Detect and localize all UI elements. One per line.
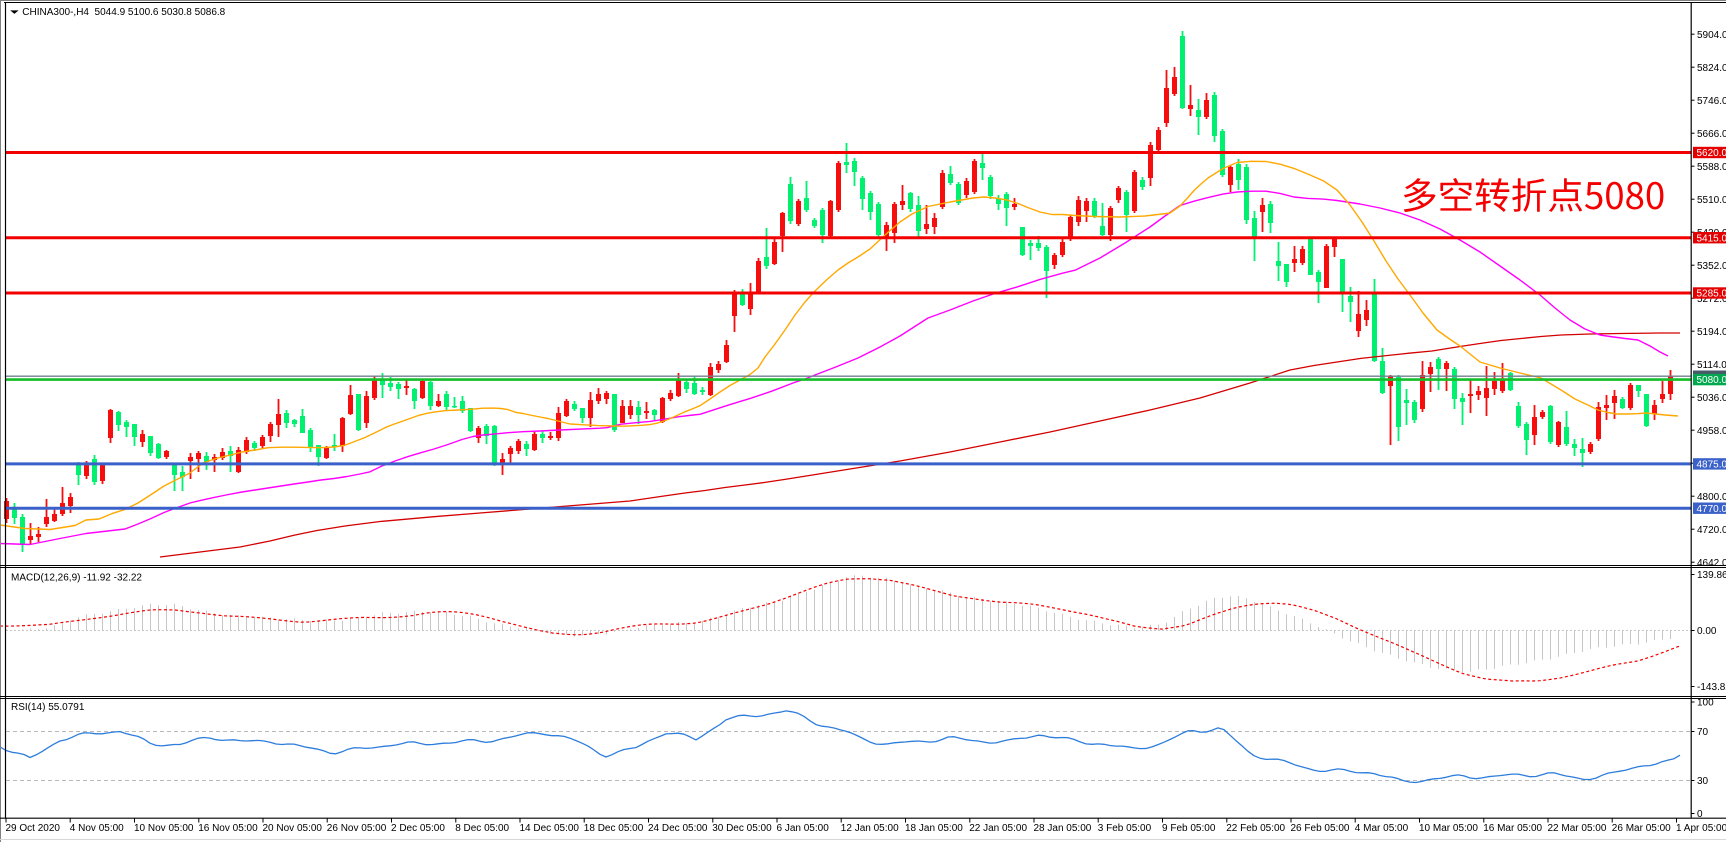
svg-text:16 Nov 05:00: 16 Nov 05:00 xyxy=(198,823,258,834)
svg-text:18 Jan 05:00: 18 Jan 05:00 xyxy=(905,823,963,834)
svg-text:22 Mar 05:00: 22 Mar 05:00 xyxy=(1548,823,1607,834)
svg-text:4875.0: 4875.0 xyxy=(1697,460,1726,471)
svg-text:5272.0: 5272.0 xyxy=(1697,294,1726,305)
svg-text:28 Jan 05:00: 28 Jan 05:00 xyxy=(1034,823,1092,834)
svg-text:26 Mar 05:00: 26 Mar 05:00 xyxy=(1612,823,1671,834)
svg-text:RSI(14) 55.0791: RSI(14) 55.0791 xyxy=(11,702,85,713)
svg-text:5666.0: 5666.0 xyxy=(1697,129,1726,140)
svg-text:139.86: 139.86 xyxy=(1697,570,1726,581)
svg-text:8 Dec 05:00: 8 Dec 05:00 xyxy=(455,823,509,834)
svg-text:MACD(12,26,9) -11.92 -32.22: MACD(12,26,9) -11.92 -32.22 xyxy=(11,573,142,584)
svg-text:18 Dec 05:00: 18 Dec 05:00 xyxy=(584,823,644,834)
svg-text:4800.0: 4800.0 xyxy=(1697,492,1726,503)
svg-text:5415.0: 5415.0 xyxy=(1697,233,1726,244)
svg-text:5746.0: 5746.0 xyxy=(1697,96,1726,107)
svg-text:20 Nov 05:00: 20 Nov 05:00 xyxy=(263,823,323,834)
svg-text:4 Nov 05:00: 4 Nov 05:00 xyxy=(70,823,124,834)
svg-text:4770.0: 4770.0 xyxy=(1697,504,1726,515)
svg-text:4958.0: 4958.0 xyxy=(1697,426,1726,437)
svg-text:4642.0: 4642.0 xyxy=(1697,558,1726,569)
svg-text:70: 70 xyxy=(1697,727,1709,738)
svg-text:16 Mar 05:00: 16 Mar 05:00 xyxy=(1483,823,1542,834)
svg-text:3 Feb 05:00: 3 Feb 05:00 xyxy=(1098,823,1152,834)
svg-text:1 Apr 05:00: 1 Apr 05:00 xyxy=(1676,823,1726,834)
svg-text:5285.0: 5285.0 xyxy=(1697,289,1726,300)
svg-text:10 Mar 05:00: 10 Mar 05:00 xyxy=(1419,823,1478,834)
svg-text:6 Jan 05:00: 6 Jan 05:00 xyxy=(777,823,830,834)
svg-text:CHINA300-,H4 5044.9 5100.6 50: CHINA300-,H4 5044.9 5100.6 5030.8 5086.8 xyxy=(22,7,225,18)
svg-text:5904.0: 5904.0 xyxy=(1697,30,1726,41)
svg-text:4 Mar 05:00: 4 Mar 05:00 xyxy=(1355,823,1409,834)
svg-text:0: 0 xyxy=(1697,809,1703,820)
svg-text:5588.0: 5588.0 xyxy=(1697,162,1726,173)
svg-text:0.00: 0.00 xyxy=(1697,626,1717,637)
svg-text:5352.0: 5352.0 xyxy=(1697,261,1726,272)
svg-text:29 Oct 2020: 29 Oct 2020 xyxy=(6,823,61,834)
svg-text:10 Nov 05:00: 10 Nov 05:00 xyxy=(134,823,194,834)
svg-text:30: 30 xyxy=(1697,776,1709,787)
svg-text:2 Dec 05:00: 2 Dec 05:00 xyxy=(391,823,445,834)
svg-text:5620.0: 5620.0 xyxy=(1697,148,1726,159)
svg-text:5194.0: 5194.0 xyxy=(1697,327,1726,338)
svg-text:4720.0: 4720.0 xyxy=(1697,525,1726,536)
svg-text:26 Feb 05:00: 26 Feb 05:00 xyxy=(1291,823,1350,834)
svg-text:24 Dec 05:00: 24 Dec 05:00 xyxy=(648,823,708,834)
svg-text:5080.0: 5080.0 xyxy=(1697,375,1726,386)
svg-text:5824.0: 5824.0 xyxy=(1697,63,1726,74)
svg-text:22 Feb 05:00: 22 Feb 05:00 xyxy=(1226,823,1285,834)
svg-text:9 Feb 05:00: 9 Feb 05:00 xyxy=(1162,823,1216,834)
svg-text:5510.0: 5510.0 xyxy=(1697,195,1726,206)
svg-text:5114.0: 5114.0 xyxy=(1697,360,1726,371)
svg-text:30 Dec 05:00: 30 Dec 05:00 xyxy=(712,823,772,834)
svg-text:14 Dec 05:00: 14 Dec 05:00 xyxy=(520,823,580,834)
svg-text:22 Jan 05:00: 22 Jan 05:00 xyxy=(969,823,1027,834)
svg-text:5036.0: 5036.0 xyxy=(1697,393,1726,404)
svg-text:-143.82: -143.82 xyxy=(1697,682,1726,693)
svg-text:12 Jan 05:00: 12 Jan 05:00 xyxy=(841,823,899,834)
svg-text:100: 100 xyxy=(1697,698,1714,709)
svg-text:26 Nov 05:00: 26 Nov 05:00 xyxy=(327,823,387,834)
